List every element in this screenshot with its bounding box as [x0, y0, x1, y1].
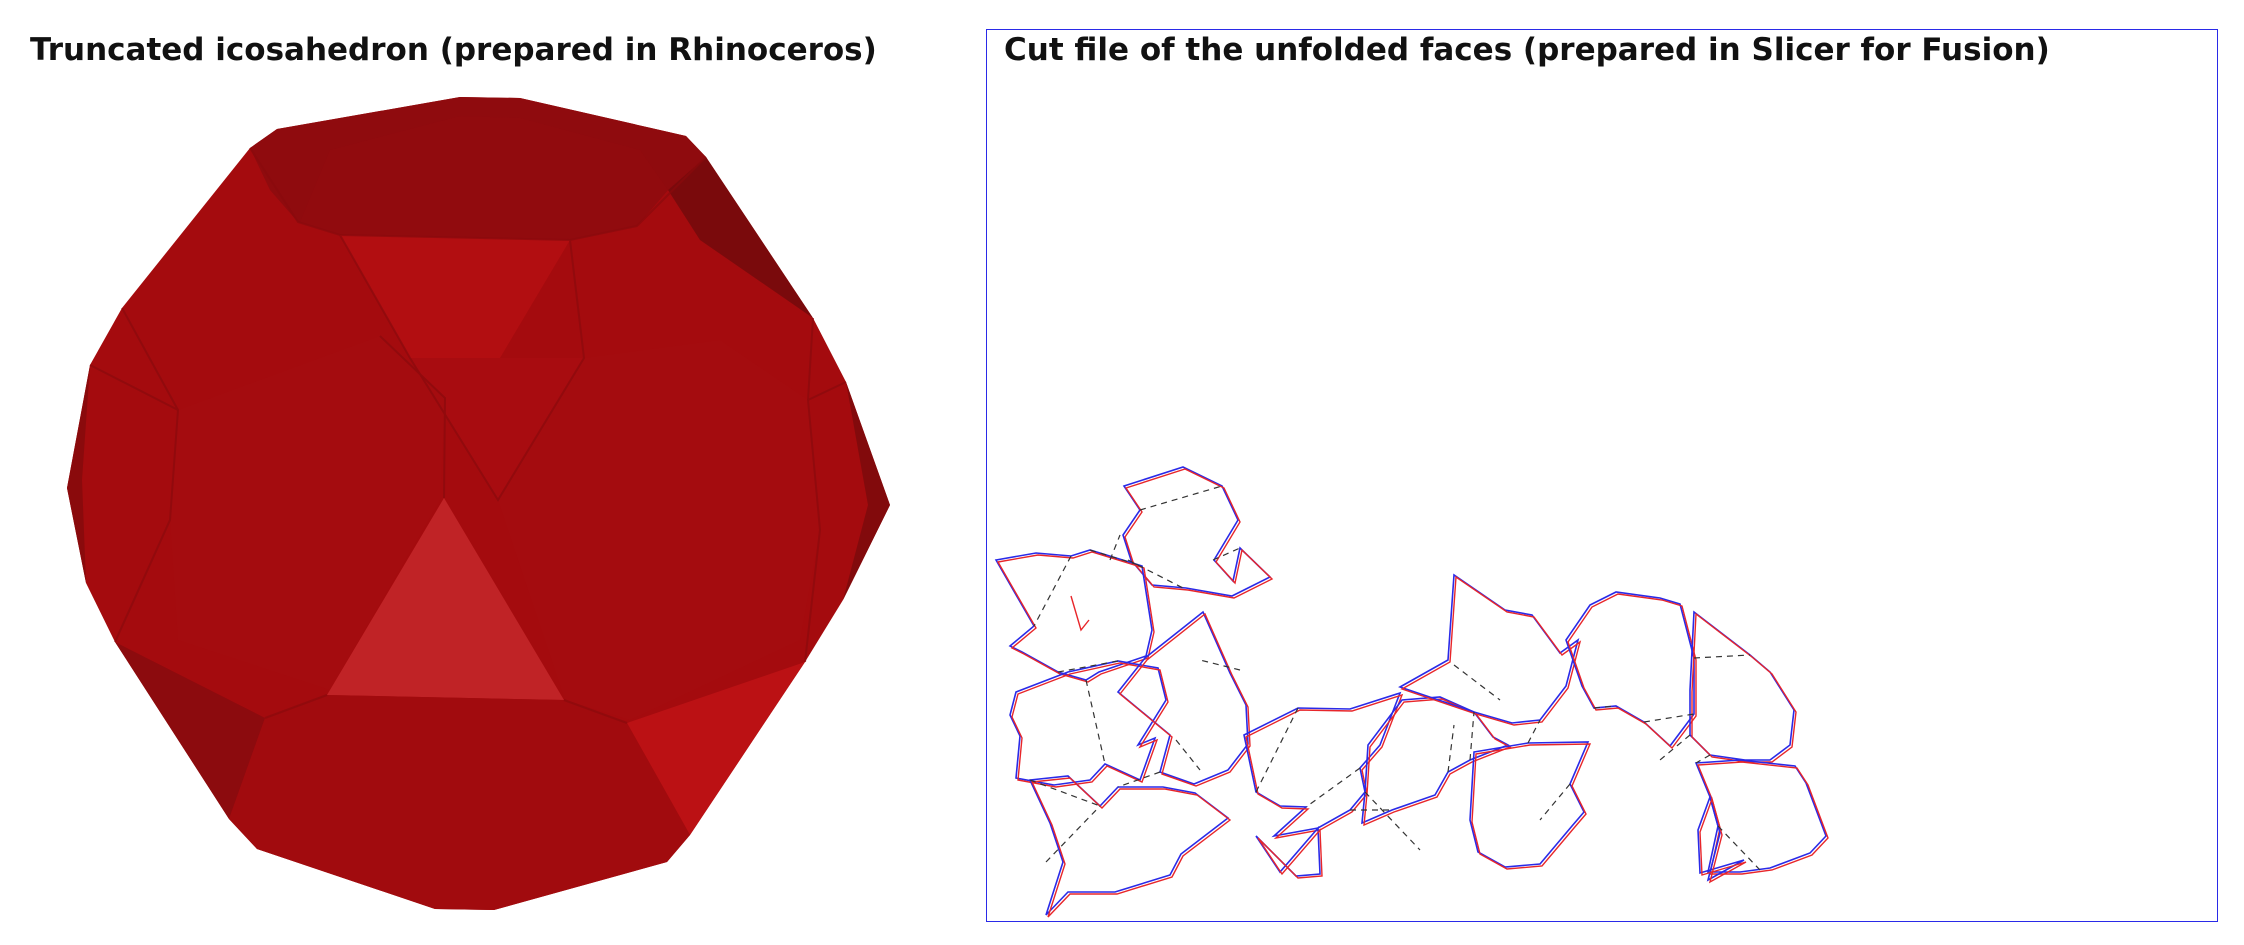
face-bottom-band: [229, 695, 690, 910]
fold-line-14: [1305, 767, 1361, 808]
cut-outline-5: [1116, 610, 1249, 785]
face-center-triangle-upper: [340, 235, 570, 358]
face-left-edge: [67, 365, 90, 583]
offset-outline-7: [1257, 828, 1323, 879]
offset-outline-5: [1119, 612, 1251, 787]
cut-outline-2: [994, 549, 1153, 681]
fold-line-23: [1643, 713, 1695, 723]
face-top-inner: [300, 116, 668, 240]
right-panel-title: Cut file of the unfolded faces (prepared…: [1004, 32, 2050, 68]
unfolded-faces-cut-file: [994, 466, 1829, 918]
offset-outline-1: [1124, 468, 1274, 599]
offset-outline-8: [1363, 698, 1512, 827]
fold-line-3: [1212, 547, 1241, 561]
face-left-hexagon: [170, 336, 445, 690]
face-right-upper: [668, 157, 813, 318]
truncated-icosahedron-render: [67, 97, 890, 910]
cut-outline-4: [1028, 775, 1230, 916]
fold-line-16: [1364, 791, 1421, 851]
cut-outline-14: [1697, 794, 1745, 882]
offset-outline-4: [1030, 777, 1232, 918]
fold-line-22: [1593, 705, 1617, 709]
fold-line-9: [1045, 805, 1101, 863]
fold-line-17: [1447, 724, 1455, 773]
cut-file-frame: [986, 29, 2218, 922]
fold-line-24: [1693, 654, 1751, 659]
offset-outline-6: [1245, 693, 1404, 840]
offset-outline-12: [1691, 612, 1797, 763]
fold-line-28: [1109, 534, 1121, 561]
fold-line-7: [1085, 679, 1106, 765]
face-bottom-right-triangle: [627, 662, 805, 835]
fold-line-26: [1695, 754, 1711, 764]
fold-line-13: [1255, 707, 1299, 793]
fold-line-12: [1199, 659, 1241, 671]
cut-outline-6: [1243, 691, 1402, 838]
cut-outline-11: [1565, 591, 1695, 748]
cut-outline-10: [1469, 741, 1590, 868]
registration-mark: [1070, 595, 1090, 632]
fold-line-10: [1117, 771, 1161, 788]
left-panel-title: Truncated icosahedron (prepared in Rhino…: [30, 32, 877, 68]
face-center-triangle-lower: [410, 358, 584, 500]
fold-line-21: [1539, 783, 1571, 821]
cut-outline-8: [1361, 696, 1510, 825]
fold-line-19: [1469, 711, 1475, 761]
face-bottom-left: [115, 642, 265, 819]
fold-line-20: [1527, 719, 1541, 744]
offset-outline-3: [1011, 662, 1169, 788]
offset-outline-2: [996, 551, 1155, 683]
fold-line-18: [1453, 664, 1501, 701]
offset-outline-11: [1567, 593, 1697, 750]
offset-outline-10: [1471, 743, 1592, 870]
fold-line-1: [1139, 485, 1223, 511]
cut-outline-12: [1689, 610, 1795, 761]
offset-outline-14: [1699, 796, 1747, 884]
cut-outline-3: [1009, 660, 1167, 786]
polyhedron-edges: [89, 147, 847, 724]
fold-line-5: [1089, 549, 1143, 567]
face-center-light-triangle: [327, 498, 564, 700]
fold-line-11: [1175, 739, 1201, 771]
face-right-edge: [843, 382, 890, 600]
face-right-hexagon: [498, 340, 820, 720]
fold-line-8: [1029, 779, 1101, 807]
fold-line-4: [1033, 555, 1072, 627]
